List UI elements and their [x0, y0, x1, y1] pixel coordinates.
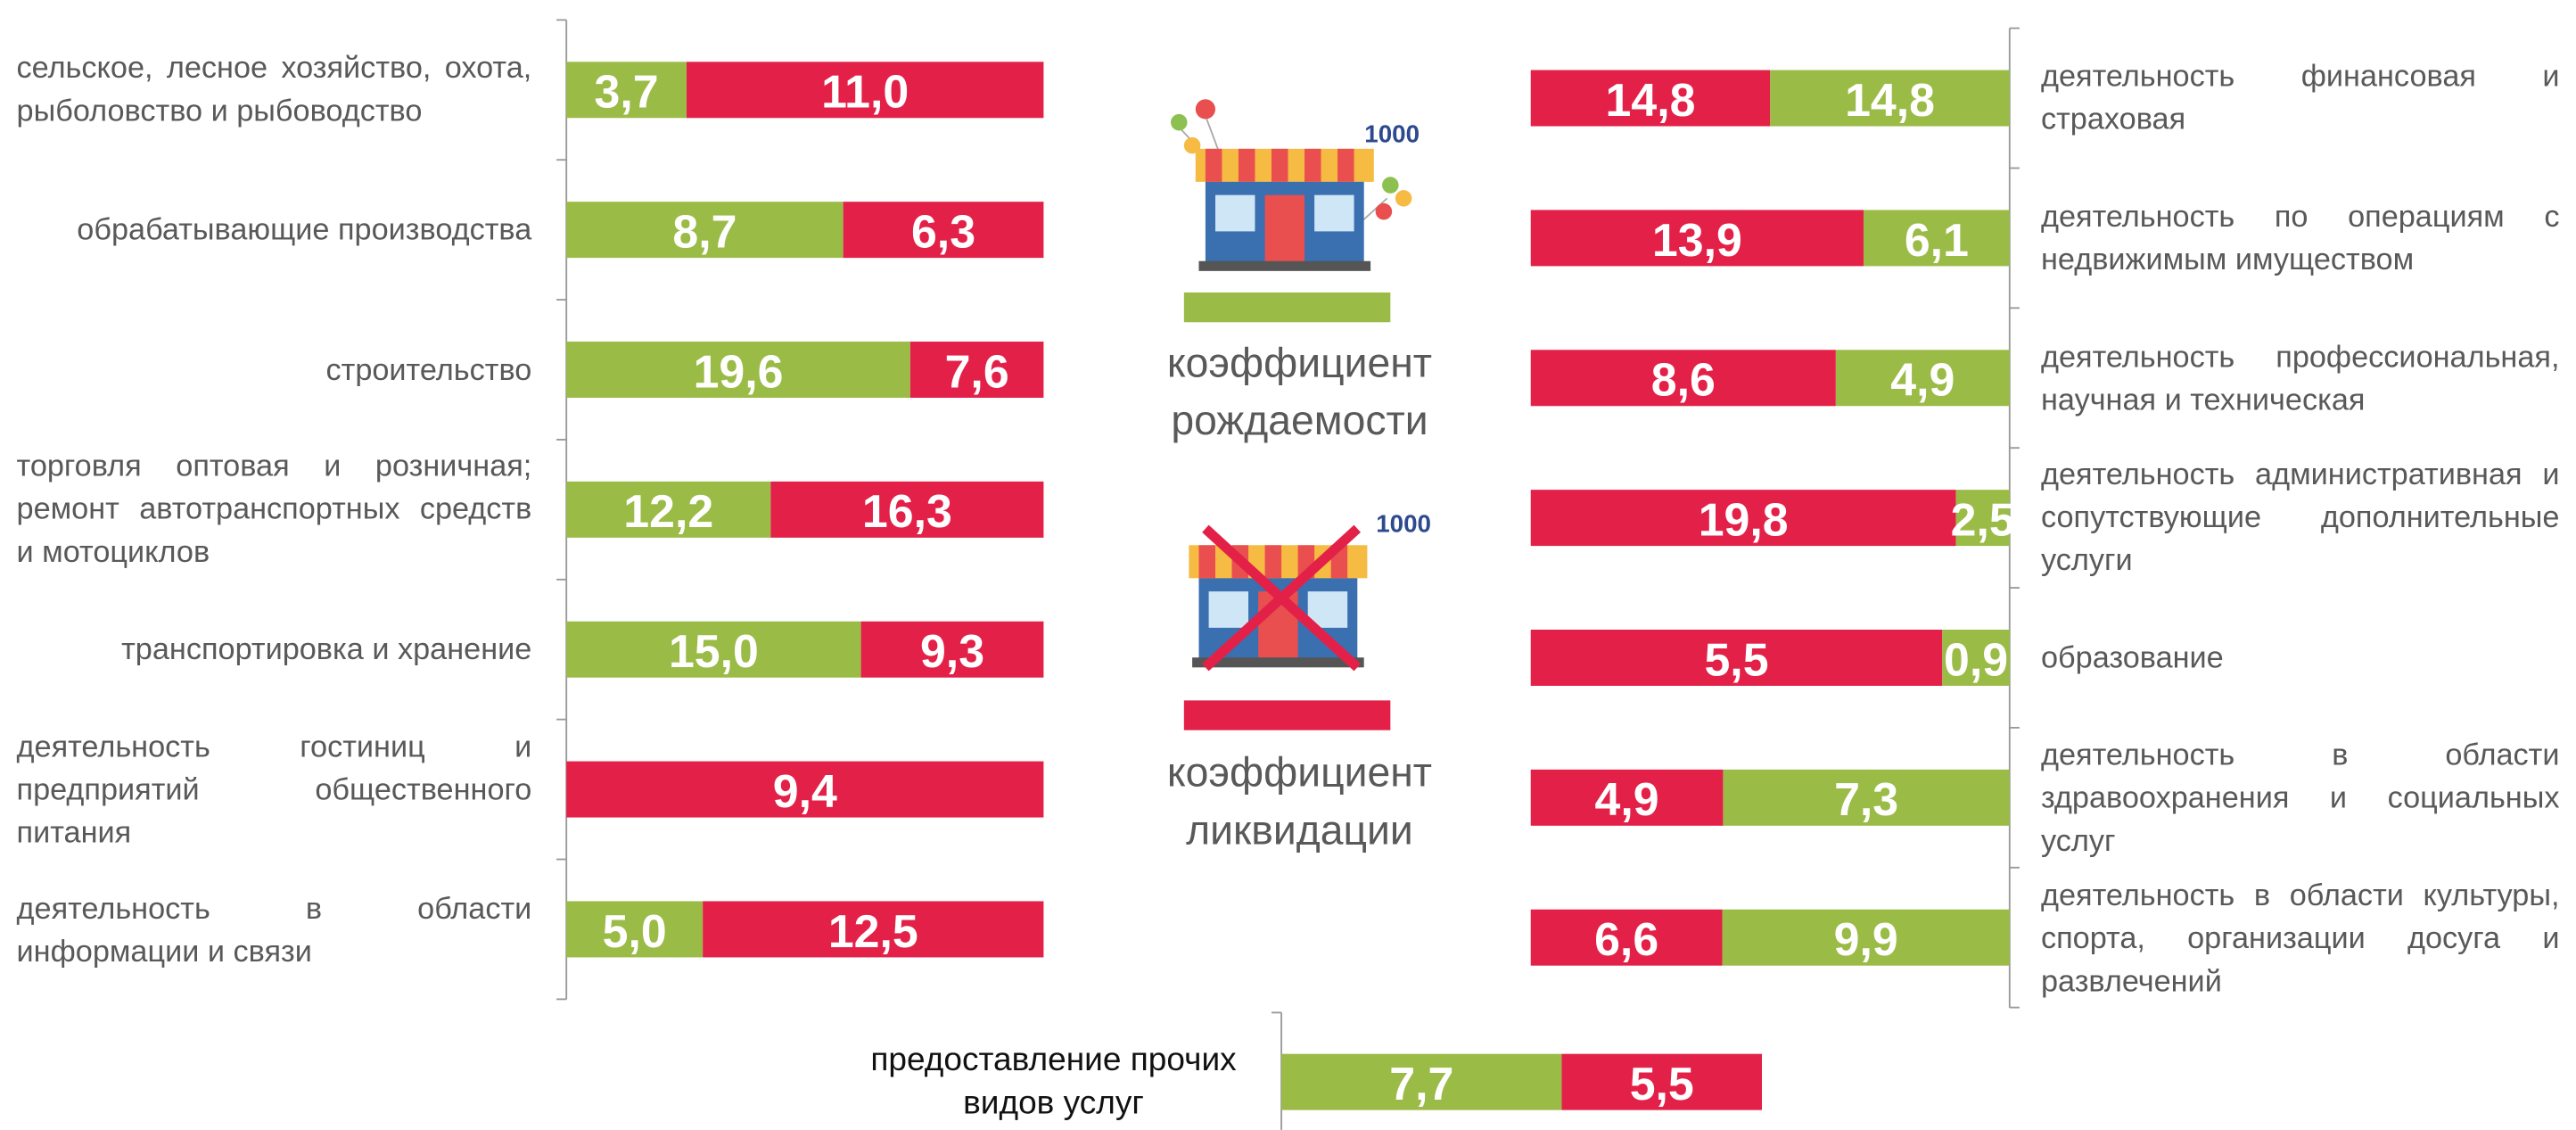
value-label: 7,6 — [945, 345, 1009, 397]
chart: 1000 1000 сельское, лесное хозяйство, ох… — [0, 0, 2576, 1130]
category-label: деятельность финансовая и страховая — [2041, 55, 2560, 141]
value-label: 9,4 — [773, 765, 837, 817]
category-label: деятельность по операциям с недвижимым и… — [2041, 195, 2560, 281]
value-label: 5,5 — [1704, 633, 1768, 685]
category-label: деятельность профессиональная, научная и… — [2041, 335, 2560, 421]
value-label: 12,5 — [828, 905, 918, 957]
legend-label: коэффициент рождаемости — [1143, 335, 1457, 451]
category-label-box: обрабатывающие производства — [17, 164, 532, 296]
value-label: 4,9 — [1890, 354, 1955, 406]
value-label: 6,6 — [1594, 913, 1658, 965]
category-label: образование — [2041, 636, 2560, 679]
value-label: 16,3 — [862, 485, 952, 537]
value-label: 14,8 — [1606, 74, 1696, 126]
liquidation-icon — [1189, 529, 1367, 668]
category-label-box: деятельность в области здравоохранения и… — [2041, 731, 2560, 863]
category-label-wrap: деятельность профессиональная, научная и… — [2041, 312, 2560, 444]
legend-swatch — [1184, 700, 1390, 730]
category-label: обрабатывающие производства — [77, 209, 531, 252]
category-label-box: транспортировка и хранение — [17, 583, 532, 715]
category-label-box: деятельность финансовая и страховая — [2041, 32, 2560, 164]
category-label-box: строительство — [17, 303, 532, 435]
legend-label-box: коэффициент ликвидации — [1126, 740, 1473, 866]
category-label-wrap: деятельность гостиниц и предприятий обще… — [17, 723, 532, 855]
value-label: 8,6 — [1651, 354, 1716, 406]
category-label-box: деятельность профессиональная, научная и… — [2041, 312, 2560, 444]
category-label-wrap: деятельность в области информации и связ… — [17, 863, 532, 995]
value-label: 12,2 — [623, 485, 713, 537]
legend-label: коэффициент ликвидации — [1143, 745, 1457, 861]
value-label: 9,3 — [920, 625, 984, 677]
per-unit-label: 1000 — [1364, 120, 1420, 147]
value-label: 7,3 — [1834, 773, 1898, 825]
category-label-box: образование — [2041, 591, 2560, 723]
value-label: 9,9 — [1834, 913, 1898, 965]
value-label: 8,7 — [672, 206, 737, 258]
category-label-wrap: деятельность административная и сопутств… — [2041, 452, 2560, 584]
category-label-box: деятельность в области культуры, спорта,… — [2041, 871, 2560, 1003]
per-unit-label: 1000 — [1376, 509, 1431, 537]
value-label: 14,8 — [1845, 74, 1935, 126]
value-label: 5,0 — [603, 905, 667, 957]
category-label-wrap: строительство — [17, 303, 532, 435]
category-label-wrap: сельское, лесное хозяйство, охота, рыбол… — [17, 24, 532, 156]
value-label: 0,9 — [1944, 633, 2008, 685]
value-label: 6,1 — [1905, 214, 1969, 266]
value-label: 3,7 — [595, 66, 659, 118]
category-label: предоставление прочих видов услуг — [859, 1039, 1248, 1125]
category-label-box: деятельность по операциям с недвижимым и… — [2041, 172, 2560, 304]
legend-swatch — [1184, 293, 1390, 322]
value-label: 7,7 — [1389, 1058, 1453, 1109]
page: {"chart_data": [ {"type": "bar", "stacke… — [0, 0, 2576, 1130]
category-label: деятельность в области здравоохранения и… — [2041, 733, 2560, 862]
category-label: сельское, лесное хозяйство, охота, рыбол… — [17, 47, 532, 133]
category-label-wrap: деятельность финансовая и страховая — [2041, 32, 2560, 164]
category-label: деятельность в области информации и связ… — [17, 887, 532, 972]
category-label-wrap: деятельность по операциям с недвижимым и… — [2041, 172, 2560, 304]
category-label: деятельность в области культуры, спорта,… — [2041, 873, 2560, 1002]
legend-label-box: коэффициент рождаемости — [1126, 331, 1473, 457]
category-label-wrap: торговля оптовая и розничная; ремонт авт… — [17, 443, 532, 575]
value-label: 4,9 — [1595, 773, 1659, 825]
category-label: торговля оптовая и розничная; ремонт авт… — [17, 445, 532, 573]
category-label-box: деятельность административная и сопутств… — [2041, 452, 2560, 584]
category-label-wrap: обрабатывающие производства — [17, 164, 532, 296]
value-label: 2,5 — [1951, 493, 2015, 545]
category-label-wrap: предоставление прочих видов услуг — [859, 1016, 1248, 1130]
category-label: деятельность гостиниц и предприятий обще… — [17, 725, 532, 854]
category-label-wrap: деятельность в области культуры, спорта,… — [2041, 871, 2560, 1003]
category-label-wrap: деятельность в области здравоохранения и… — [2041, 731, 2560, 863]
value-label: 15,0 — [669, 625, 759, 677]
value-label: 6,3 — [911, 206, 975, 258]
category-label: транспортировка и хранение — [121, 628, 531, 671]
category-label-box: сельское, лесное хозяйство, охота, рыбол… — [17, 24, 532, 156]
category-label-box: деятельность гостиниц и предприятий обще… — [17, 723, 532, 855]
category-label-wrap: образование — [2041, 591, 2560, 723]
value-label: 13,9 — [1652, 214, 1742, 266]
category-label-box: торговля оптовая и розничная; ремонт авт… — [17, 443, 532, 575]
value-label: 19,6 — [694, 345, 784, 397]
category-label-box: предоставление прочих видов услуг — [859, 1016, 1248, 1130]
value-label: 19,8 — [1699, 493, 1789, 545]
legend-label-wrap: коэффициент ликвидации — [1126, 740, 1473, 866]
category-label: деятельность административная и сопутств… — [2041, 453, 2560, 581]
legend-label-wrap: коэффициент рождаемости — [1126, 331, 1473, 457]
category-label-wrap: транспортировка и хранение — [17, 583, 532, 715]
category-label-box: деятельность в области информации и связ… — [17, 863, 532, 995]
value-label: 5,5 — [1630, 1058, 1694, 1109]
category-label: строительство — [325, 348, 531, 391]
value-label: 11,0 — [821, 66, 909, 118]
